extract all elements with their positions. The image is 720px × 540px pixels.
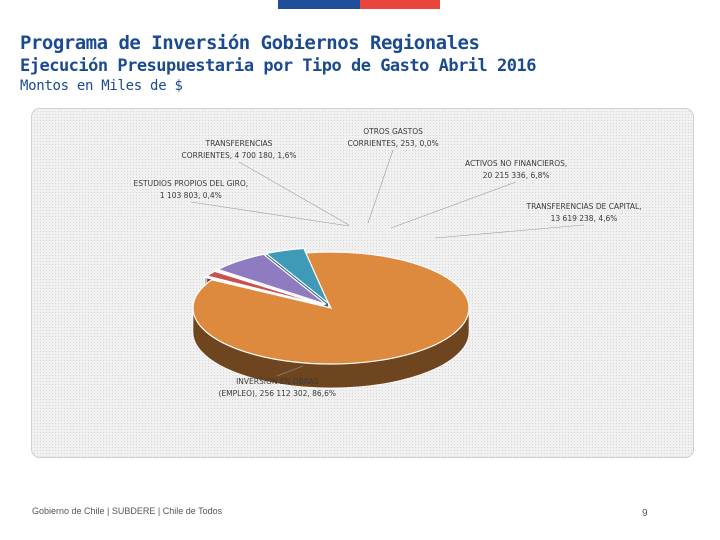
data-label-line: 20 215 336, 6,8% [482, 171, 550, 180]
data-label-line: CORRIENTES, 4 700 180, 1,6% [181, 151, 297, 160]
data-label-estudios-propios-del-giro: ESTUDIOS PROPIOS DEL GIRO, 1 103 803, 0,4… [134, 178, 249, 202]
data-label-line: 1 103 803, 0,4% [159, 191, 222, 200]
leader-line-otros-gastos-corrientes [367, 149, 394, 224]
data-label-transferencias-corrientes: TRANSFERENCIAS CORRIENTES, 4 700 180, 1,6… [182, 138, 297, 162]
data-label-line: ACTIVOS NO FINANCIEROS, [465, 159, 568, 168]
data-label-line: CORRIENTES, 253, 0,0% [347, 139, 439, 148]
pie-slice-transferencias-de-capital [264, 247, 329, 304]
data-label-line: TRANSFERENCIAS [205, 139, 273, 148]
data-label-line: (EMPLEO), 256 112 302, 86,6% [218, 389, 336, 398]
leader-line-activos-no-financieros [390, 181, 517, 229]
pie-chart: INVERSION EN OBRAS (EMPLEO), 256 112 302,… [31, 108, 694, 458]
data-label-transferencias-de-capital: TRANSFERENCIAS DE CAPITAL, 13 619 238, 4,… [527, 201, 642, 225]
flag-stripe-red [360, 0, 440, 9]
units-note: Montos en Miles de $ [20, 78, 183, 94]
footer-text: Gobierno de Chile | SUBDERE | Chile de T… [32, 506, 223, 516]
data-label-otros-gastos-corrientes: OTROS GASTOS CORRIENTES, 253, 0,0% [348, 126, 439, 150]
leader-line-inversion-en-obras-empleo [276, 365, 304, 377]
pie-slice-otros-gastos-corrientes [213, 269, 325, 306]
pie-chart-svg [31, 108, 694, 458]
pie-slice-activos-no-financieros [216, 253, 327, 305]
data-label-line: TRANSFERENCIAS DE CAPITAL, [526, 202, 642, 211]
data-label-activos-no-financieros: ACTIVOS NO FINANCIEROS, 20 215 336, 6,8% [465, 158, 567, 182]
data-label-inversion-en-obras-empleo: INVERSION EN OBRAS (EMPLEO), 256 112 302,… [219, 376, 336, 400]
data-label-line: ESTUDIOS PROPIOS DEL GIRO, [133, 179, 249, 188]
page-subtitle: Ejecución Presupuestaria por Tipo de Gas… [20, 56, 536, 76]
leader-line-transferencias-corrientes [238, 161, 350, 226]
leader-line-transferencias-de-capital [434, 224, 585, 239]
data-label-line: INVERSION EN OBRAS [236, 377, 319, 386]
data-label-line: OTROS GASTOS [363, 127, 423, 136]
leader-line-estudios-propios-del-giro [190, 201, 350, 227]
page-number: 9 [642, 508, 648, 519]
pie-slice-inversion-en-obras-empleo [192, 251, 470, 365]
data-label-line: 13 619 238, 4,6% [550, 214, 618, 223]
page-title: Programa de Inversión Gobiernos Regional… [20, 32, 480, 54]
flag-stripe-blue [278, 0, 360, 9]
